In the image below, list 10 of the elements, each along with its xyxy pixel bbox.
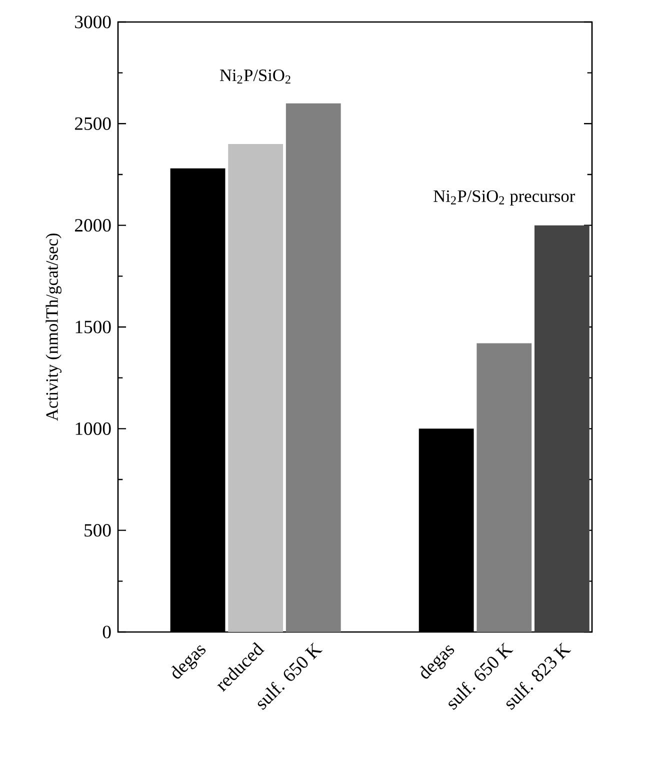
y-tick-label: 2500	[74, 117, 111, 130]
y-tick-label: 500	[84, 524, 111, 537]
y-tick-label: 1500	[76, 320, 111, 334]
annotation: Ni$_{2}$P/SiO$_{2}$ precursor	[434, 190, 575, 206]
y-tick-label: 3000	[75, 16, 111, 28]
y-tick-label: 2000	[74, 219, 111, 232]
y-tick-label: 0	[102, 626, 111, 638]
y-tick-label: 1000	[76, 422, 111, 435]
y-axis-title: Activity (nmolTh/gcat/sec)	[46, 234, 62, 421]
annotation: Ni$_{2}$P/SiO$_{2}$	[220, 70, 290, 84]
